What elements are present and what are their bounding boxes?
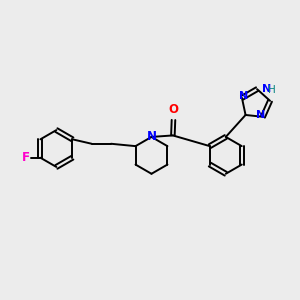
Text: N: N [262, 84, 272, 94]
Text: N: N [239, 92, 248, 101]
Text: N: N [256, 110, 265, 120]
Text: N: N [147, 130, 157, 143]
Text: O: O [169, 103, 178, 116]
Text: H: H [268, 85, 276, 95]
Text: F: F [22, 151, 30, 164]
